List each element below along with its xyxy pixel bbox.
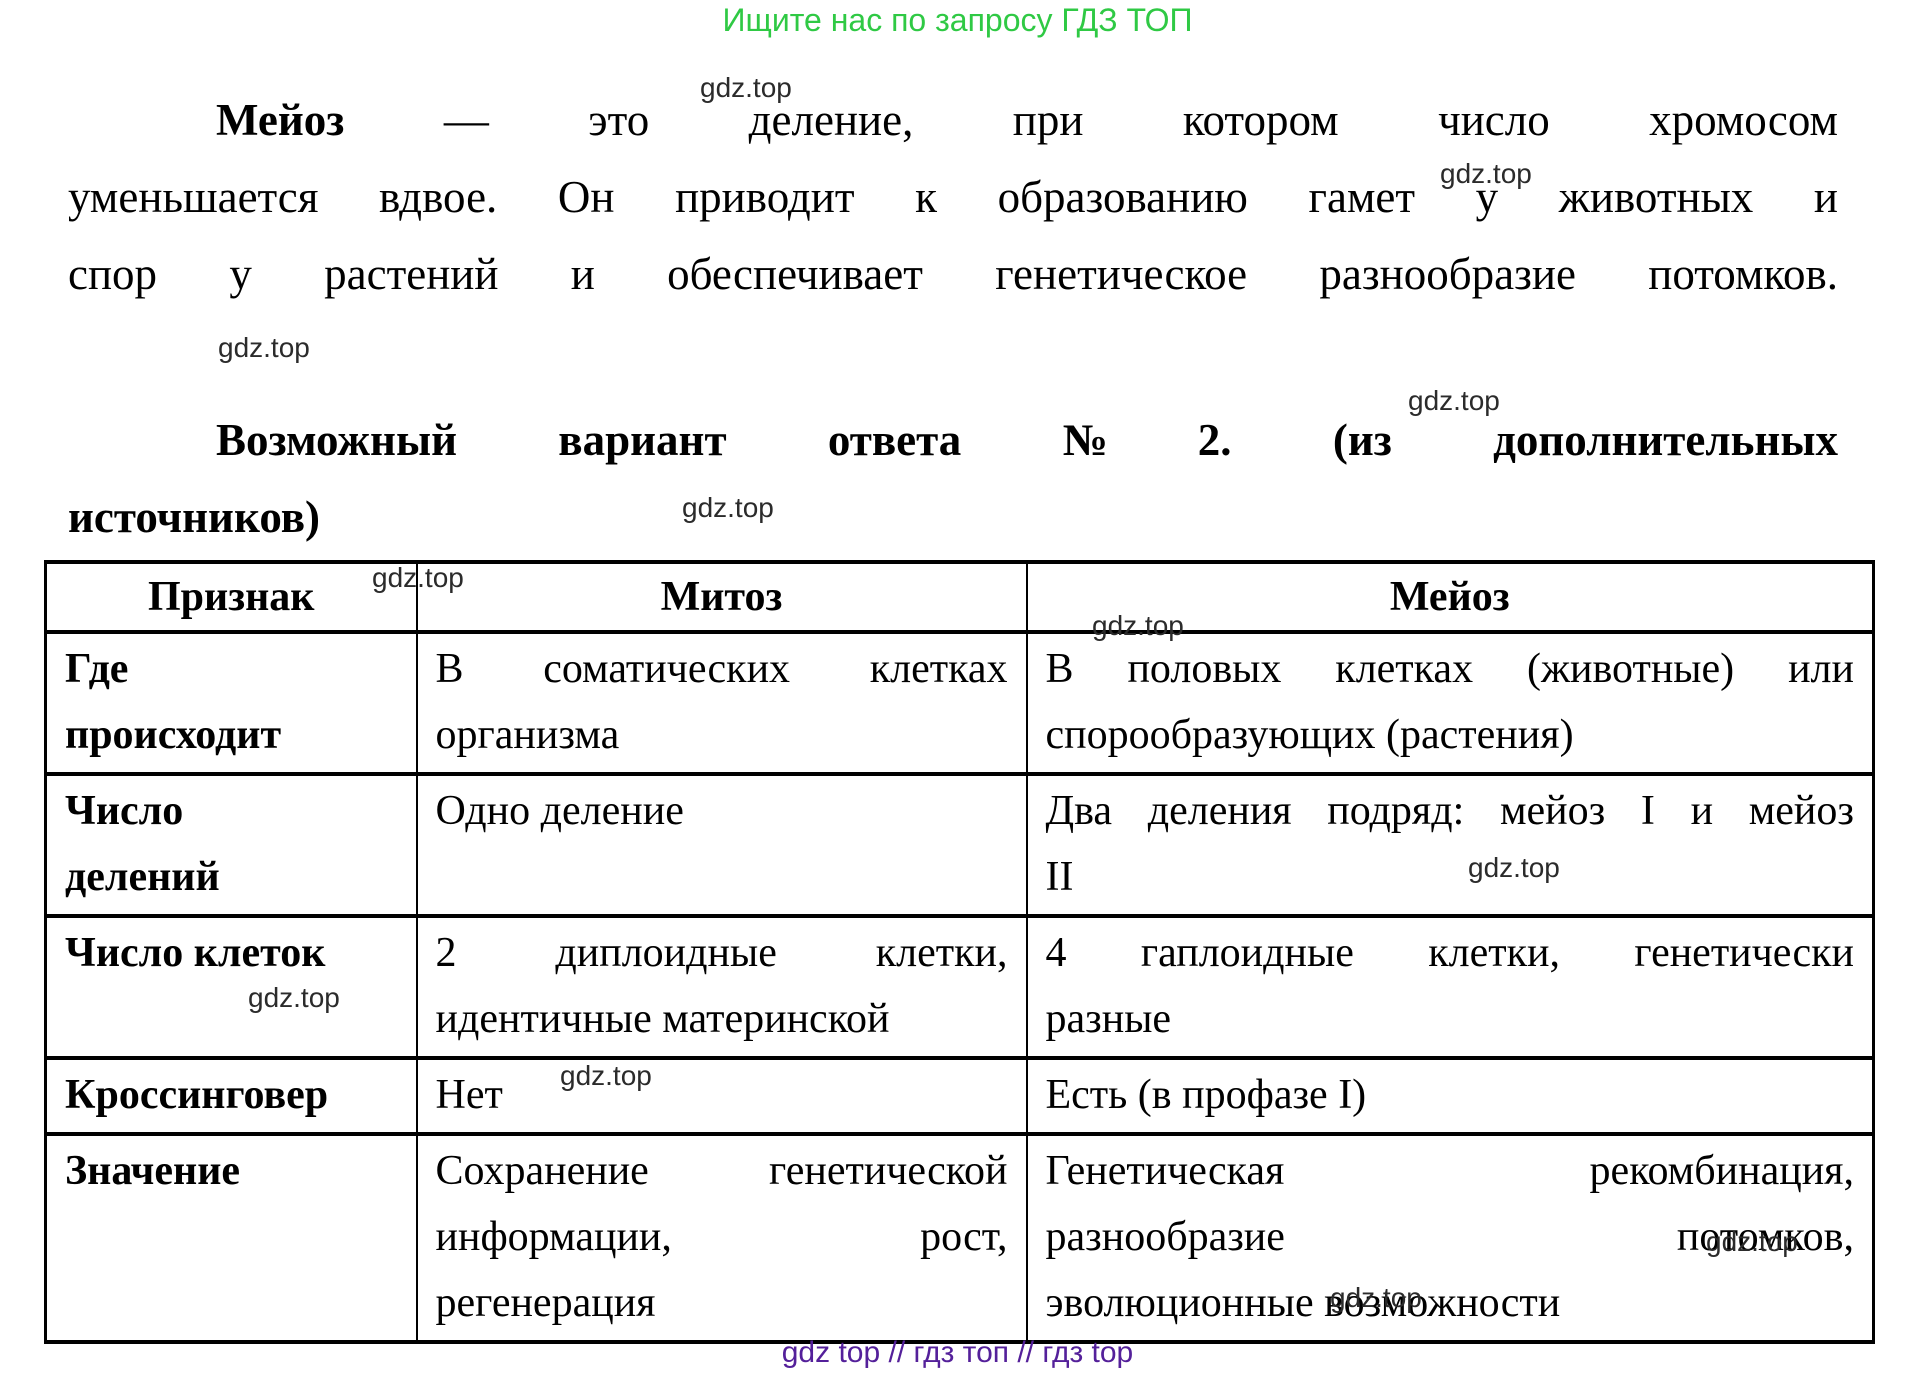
watermark-gdz-top: gdz.top (682, 492, 774, 523)
watermark-gdz-top: gdz.top (1092, 610, 1184, 641)
row-label-significance: Значение (44, 1132, 418, 1344)
paragraph-line-2: уменьшается вдвое. Он приводит к образов… (68, 172, 1838, 222)
watermark-gdz-top: gdz.top (1330, 1282, 1422, 1313)
top-banner-text: Ищите нас по запросу ГДЗ ТОП (722, 2, 1193, 38)
header-cell-meiosis: Мейоз (1025, 560, 1875, 634)
watermark-gdz-top: gdz.top (248, 982, 340, 1013)
cell-mitosis-significance: Сохранение генетической информации, рост,… (415, 1132, 1028, 1344)
cell-meiosis-division-count: Два деления подряд: мейоз I и мейоз II (1025, 772, 1875, 918)
watermark-gdz-top: gdz.top (218, 332, 310, 363)
paragraph-line-1-rest: — это деление, при котором число хромосо… (443, 95, 1839, 145)
mitosis-meiosis-comparison-table: Признак Митоз Мейоз Где происходит В сома… (44, 560, 1875, 1344)
table-row-crossingover: Кроссинговер Нет Есть (в профазе I) (44, 1056, 1875, 1136)
watermark-gdz-top: gdz.top (1468, 852, 1560, 883)
row-label-where-occurs: Где происходит (44, 630, 418, 776)
watermark-gdz-top: gdz.top (700, 72, 792, 103)
row-label-cell-count: Число клеток (44, 914, 418, 1060)
header-cell-priznak: Признак (44, 560, 418, 634)
table-row-cell-count: Число клеток 2 диплоидные клетки, идентич… (44, 914, 1875, 1060)
row-label-crossingover: Кроссинговер (44, 1056, 418, 1136)
header-cell-mitosis: Митоз (415, 560, 1028, 634)
watermark-gdz-top: gdz.top (372, 562, 464, 593)
table-row-division-count: Число делений Одно деление Два деления по… (44, 772, 1875, 918)
watermark-gdz-top: gdz.top (1408, 385, 1500, 416)
bottom-site-signature: gdz top // гдз топ // гдз top (781, 1336, 1134, 1369)
cell-meiosis-cell-count: 4 гаплоидные клетки, генетически разные (1025, 914, 1875, 1060)
paragraph-line-1: Мейоз — это деление, при котором число х… (68, 82, 1838, 159)
lead-word-meioz: Мейоз (216, 95, 345, 145)
table-row-significance: Значение Сохранение генетической информац… (44, 1132, 1875, 1344)
cell-meiosis-crossingover: Есть (в профазе I) (1025, 1056, 1875, 1136)
cell-mitosis-where-occurs: В соматических клетках организма (415, 630, 1028, 776)
watermark-gdz-top: gdz.top (1440, 158, 1532, 189)
paragraph-line-3: спор у растений и обеспечивает генетичес… (68, 249, 1838, 299)
heading-line-1: Возможный вариант ответа №2. (из дополни… (216, 415, 1838, 465)
cell-meiosis-where-occurs: В половых клетках (животные) или спорообр… (1025, 630, 1875, 776)
cell-mitosis-division-count: Одно деление (415, 772, 1028, 918)
answer-variant-heading: Возможный вариант ответа №2. (из дополни… (68, 402, 1838, 556)
cell-mitosis-crossingover: Нет (415, 1056, 1028, 1136)
row-label-division-count: Число делений (44, 772, 418, 918)
watermark-gdz-top: gdz.top (560, 1060, 652, 1091)
watermark-gdz-top: gdz.top (1706, 1226, 1798, 1257)
intro-paragraph: Мейоз — это деление, при котором число х… (68, 82, 1838, 313)
cell-mitosis-cell-count: 2 диплоидные клетки, идентичные материнск… (415, 914, 1028, 1060)
table-row-where-occurs: Где происходит В соматических клетках орга… (44, 630, 1875, 776)
heading-line-2: источников) (68, 492, 320, 542)
table-header-row: Признак Митоз Мейоз (44, 560, 1875, 634)
cell-meiosis-significance: Генетическая рекомбинация, разнообразие п… (1025, 1132, 1875, 1344)
